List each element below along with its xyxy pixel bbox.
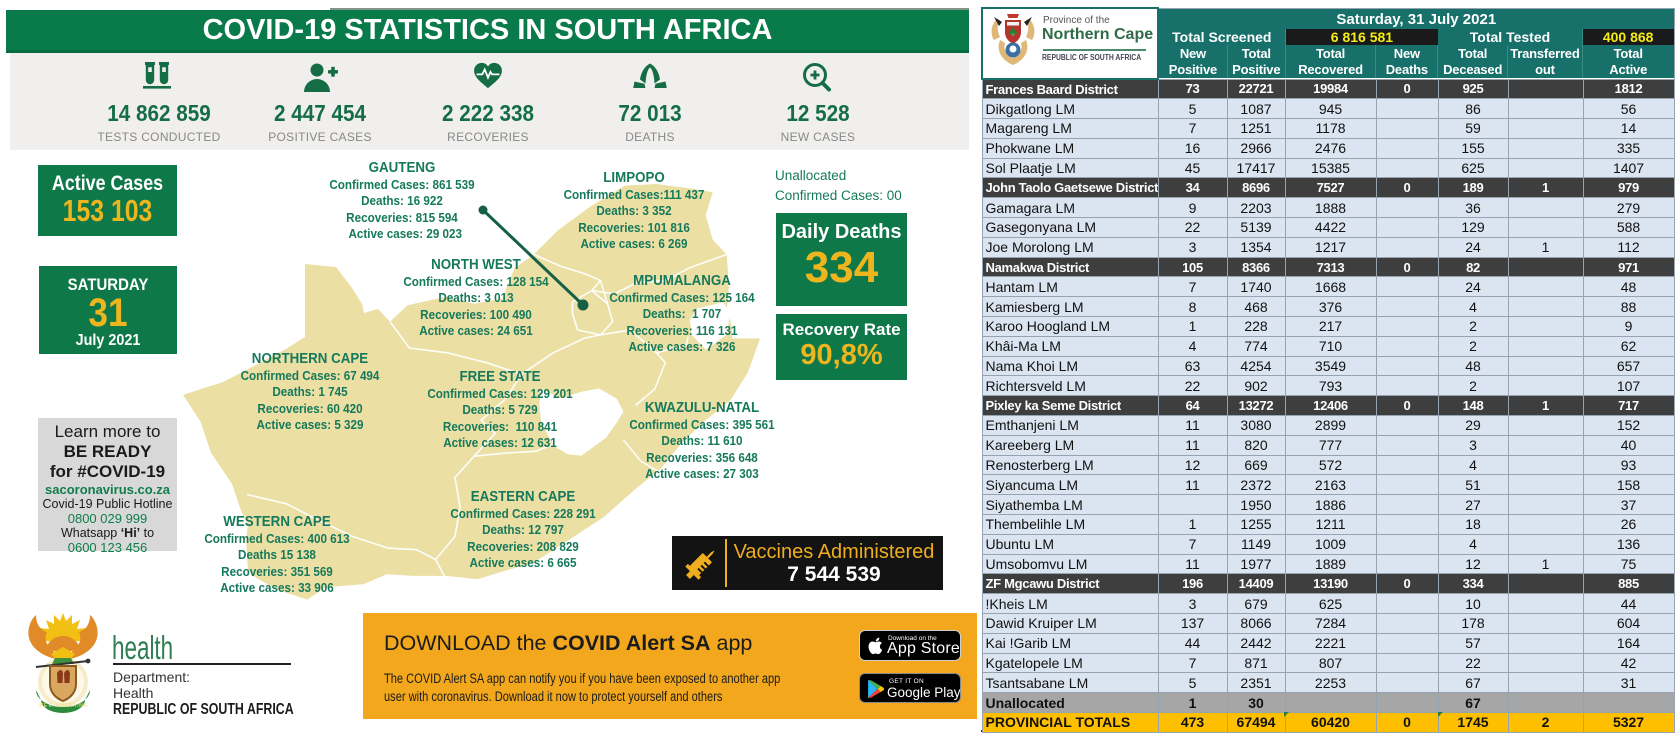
svg-text:!KE E: /XARRA //KE: !KE E: /XARRA //KE (38, 703, 88, 709)
